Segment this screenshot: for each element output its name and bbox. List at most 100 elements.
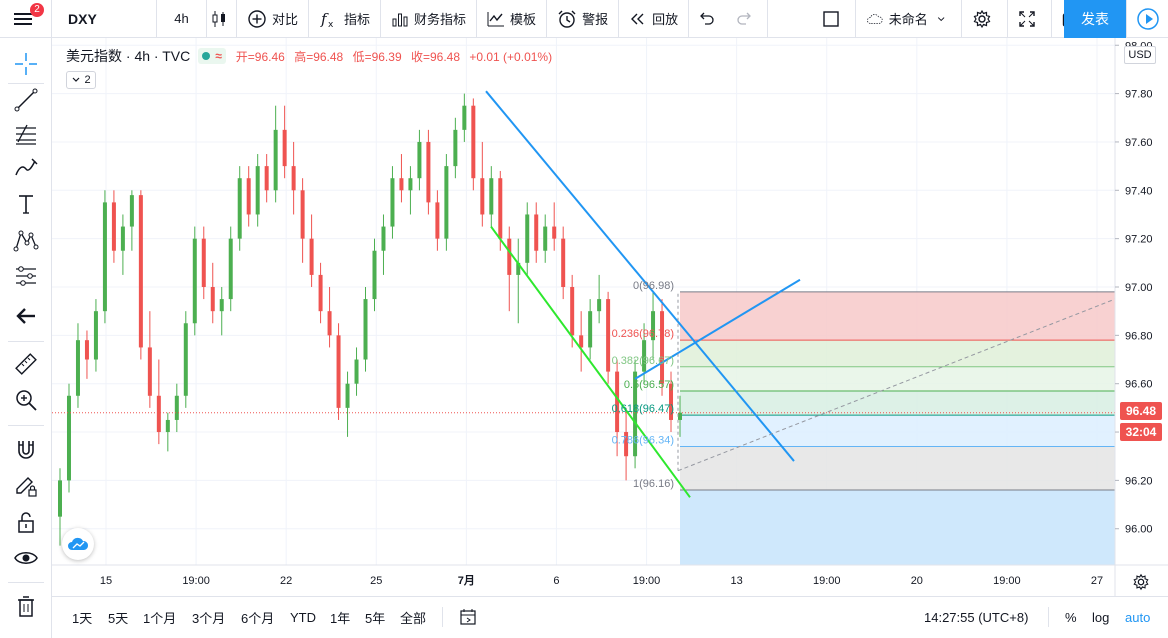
candle-body	[282, 129, 287, 167]
eye-icon	[14, 552, 38, 564]
range-1d-button[interactable]: 1天	[72, 610, 93, 626]
measure-tool[interactable]	[10, 348, 42, 380]
magnet-tool[interactable]	[10, 434, 42, 466]
range-1y-button[interactable]: 1年	[330, 610, 351, 626]
range-ytd-button[interactable]: YTD	[290, 609, 316, 625]
time-tick-label: 20	[911, 575, 923, 587]
settings-button[interactable]	[962, 0, 1009, 38]
remove-drawings-tool[interactable]	[10, 590, 42, 622]
fib-level-label: 0.618(96.47)	[612, 403, 674, 415]
main-menu-button[interactable]: 2	[0, 0, 52, 38]
candle-body	[642, 340, 647, 372]
publish-button[interactable]: 发表	[1064, 0, 1126, 38]
time-tick-label: 6	[553, 575, 559, 587]
candle-body	[219, 299, 224, 312]
layout-name-button[interactable]: 未命名	[856, 0, 963, 38]
auto-scale-button[interactable]: auto	[1125, 609, 1151, 625]
financials-button[interactable]: 财务指标	[381, 0, 478, 38]
stay-drawing-tool[interactable]	[10, 470, 42, 502]
templates-button[interactable]: 模板	[477, 0, 548, 38]
range-3m-button[interactable]: 3个月	[192, 610, 226, 626]
bottom-toolbar: 1天 5天 1个月 3个月 6个月 YTD 1年 5年 全部 14:27:55 …	[52, 596, 1168, 638]
currency-label[interactable]: USD	[1124, 46, 1156, 64]
candle-body	[246, 178, 251, 215]
time-tick-label: 13	[731, 575, 743, 587]
candle-body	[426, 141, 431, 203]
notification-badge: 2	[30, 2, 44, 17]
fullscreen-button[interactable]	[1008, 0, 1053, 38]
chart-type-button[interactable]	[207, 0, 237, 38]
fib-level-label: 1(96.16)	[633, 478, 674, 490]
time-tick-label: 7月	[458, 574, 475, 587]
time-tick-label: 22	[280, 575, 292, 587]
time-tick-label: 19:00	[633, 575, 661, 587]
log-scale-button[interactable]: log	[1092, 609, 1110, 625]
candle-body	[624, 432, 629, 457]
undo-button[interactable]	[689, 0, 728, 38]
indicators-toggle[interactable]: 2	[66, 71, 96, 89]
axis-settings-button[interactable]	[1130, 571, 1152, 593]
candle-body	[354, 359, 359, 384]
tradingview-logo[interactable]	[62, 528, 94, 560]
fib-tool[interactable]	[10, 118, 42, 150]
crosshair-tool[interactable]	[10, 48, 42, 80]
hide-drawings-tool[interactable]	[10, 542, 42, 574]
open-value: 开=96.46	[235, 49, 285, 64]
candle-body	[336, 335, 341, 408]
percent-scale-button[interactable]: %	[1065, 609, 1077, 625]
candle-body	[435, 202, 440, 239]
range-5y-button[interactable]: 5年	[365, 610, 386, 626]
goto-date-button[interactable]	[459, 607, 477, 627]
price-tick-label: 97.20	[1125, 234, 1153, 246]
play-button[interactable]	[1126, 0, 1168, 38]
text-tool[interactable]	[10, 188, 42, 220]
candle-body	[516, 262, 521, 275]
time-tick-label: 19:00	[813, 575, 841, 587]
cloud-logo-icon	[68, 537, 89, 550]
crosshair-icon	[15, 53, 37, 75]
legend-title[interactable]: 美元指数 · 4h · TVC	[66, 48, 191, 64]
range-all-button[interactable]: 全部	[400, 610, 427, 626]
templates-label: 模板	[510, 12, 537, 27]
trendline-tool[interactable]	[10, 84, 42, 116]
candle-body	[210, 286, 215, 312]
range-5d-button[interactable]: 5天	[108, 610, 129, 626]
redo-button[interactable]	[728, 0, 769, 38]
prediction-tool[interactable]	[10, 260, 42, 292]
pattern-tool[interactable]	[10, 224, 42, 256]
symbol-search-button[interactable]: DXY	[52, 0, 157, 38]
alert-button[interactable]: 警报	[547, 0, 620, 38]
replay-button[interactable]: 回放	[619, 0, 690, 38]
market-status[interactable]: ≈	[198, 48, 226, 64]
interval-button[interactable]: 4h	[157, 0, 207, 38]
candle-body	[597, 299, 602, 312]
lock-drawings-tool[interactable]	[10, 506, 42, 538]
alert-label: 警报	[582, 12, 609, 27]
candle-body	[183, 323, 188, 396]
candle-body	[552, 226, 557, 239]
change-value: +0.01 (+0.01%)	[469, 49, 553, 64]
arrow-left-icon	[16, 308, 35, 324]
zoom-tool[interactable]	[10, 384, 42, 416]
range-6m-button[interactable]: 6个月	[241, 610, 275, 626]
hamburger-icon	[14, 12, 32, 25]
candle-body	[471, 105, 476, 179]
clock-timezone[interactable]: 14:27:55 (UTC+8)	[924, 609, 1029, 625]
candle-body	[237, 178, 242, 239]
hide-toolbar-button[interactable]	[10, 300, 42, 332]
candle-body	[570, 286, 575, 336]
candle-body	[300, 190, 305, 239]
compare-button[interactable]: 对比	[237, 0, 310, 38]
text-icon	[19, 195, 33, 214]
price-chart[interactable]: 0(96.98) 0.236(96.78) 0.382(96.67) 0.5(96.5…	[52, 38, 1168, 596]
fib-zone	[680, 366, 1115, 391]
replay-label: 回放	[652, 12, 679, 27]
chart-pane[interactable]: 0(96.98) 0.236(96.78) 0.382(96.67) 0.5(96.5…	[52, 38, 1168, 638]
fullscreen-layout-button[interactable]	[768, 0, 857, 38]
layout-name: 未命名	[888, 12, 928, 27]
range-1m-button[interactable]: 1个月	[143, 610, 177, 626]
zoom-in-icon	[16, 390, 37, 411]
brush-tool[interactable]	[10, 152, 42, 184]
candle-body	[525, 214, 530, 263]
